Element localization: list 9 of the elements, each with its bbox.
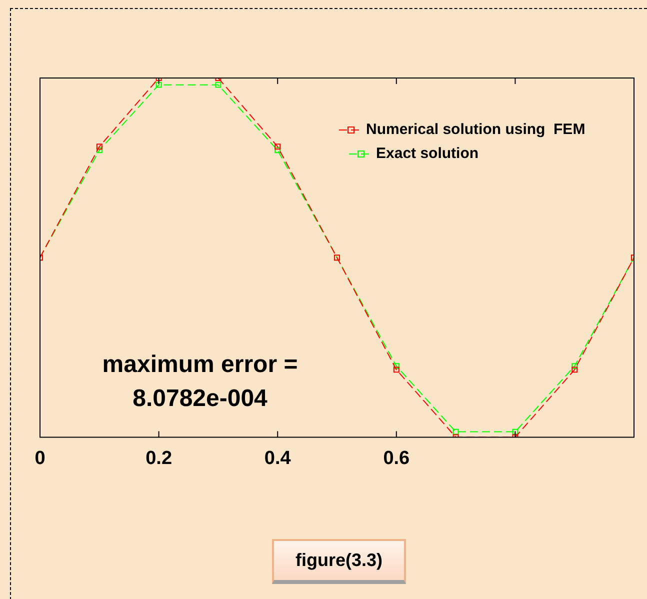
legend-label: Numerical solution using FEM (366, 121, 586, 138)
legend-label: Exact solution (376, 145, 479, 162)
x-tick-label: 0.6 (383, 448, 410, 469)
x-tick-label: 0.2 (146, 448, 172, 469)
text: figure(3.3) (272, 539, 406, 584)
annotation: 8.0782e-004 (132, 384, 268, 412)
x-tick-label: 0.4 (264, 448, 292, 469)
annotation: maximum error = (102, 350, 298, 378)
x-tick-label: 0 (34, 448, 46, 469)
